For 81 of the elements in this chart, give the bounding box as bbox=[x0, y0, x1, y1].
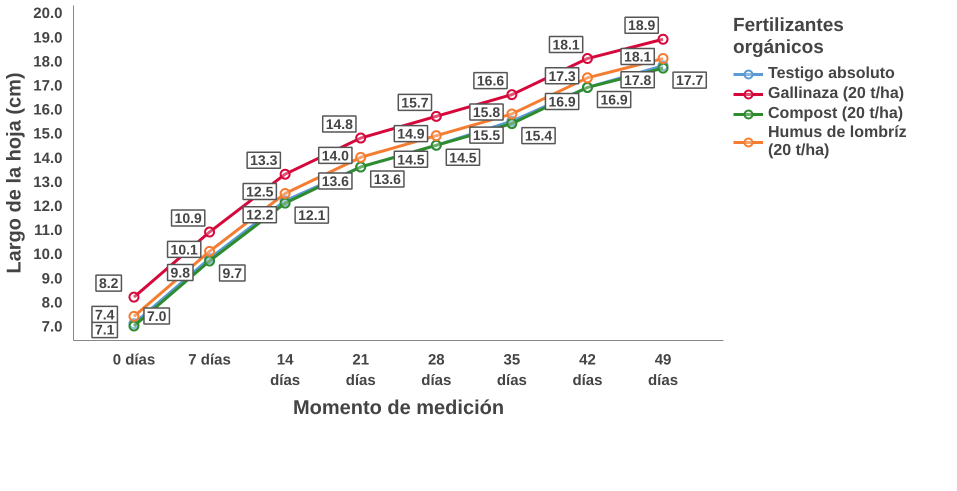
y-tick-label: 12.0 bbox=[33, 198, 63, 216]
x-tick-label: 7 días bbox=[188, 352, 231, 368]
y-tick-label: 17.0 bbox=[33, 78, 63, 95]
data-label: 18.1 bbox=[624, 48, 652, 65]
data-label: 12.5 bbox=[246, 183, 274, 200]
legend-label: Humus de lombríz (20 t/ha) bbox=[768, 124, 907, 160]
data-label: 18.9 bbox=[628, 17, 656, 34]
data-label: 12.1 bbox=[298, 207, 326, 224]
point bbox=[355, 152, 366, 163]
point bbox=[582, 53, 593, 64]
y-tick-label: 10.0 bbox=[33, 246, 63, 264]
point bbox=[658, 62, 669, 74]
data-label: 14.5 bbox=[397, 151, 425, 168]
y-tick-label: 14.0 bbox=[33, 150, 63, 167]
legend-label: Testigo absoluto bbox=[768, 65, 895, 83]
data-label: 7.1 bbox=[94, 322, 115, 338]
data-label: 7.0 bbox=[146, 308, 167, 324]
data-label: 17.3 bbox=[548, 68, 576, 84]
data-label: 18.1 bbox=[552, 36, 580, 53]
x-tick-label: 42 días bbox=[572, 352, 602, 389]
point bbox=[658, 53, 669, 64]
data-label: 8.2 bbox=[98, 275, 119, 292]
data-label: 7.4 bbox=[94, 306, 115, 322]
legend-title: Fertilizantes orgánicos bbox=[733, 15, 845, 59]
point bbox=[280, 188, 291, 199]
point bbox=[280, 168, 291, 180]
point bbox=[430, 130, 442, 142]
x-tick-label: 49 días bbox=[648, 352, 678, 389]
data-label: 10.1 bbox=[170, 241, 198, 258]
data-label: 14.0 bbox=[322, 147, 350, 164]
x-tick-label: 28 días bbox=[421, 352, 452, 389]
legend-label: Compost (20 t/ha) bbox=[768, 105, 904, 123]
x-tick-label: 21 días bbox=[346, 352, 376, 389]
y-tick-label: 20.0 bbox=[33, 5, 63, 22]
point bbox=[506, 118, 518, 130]
point bbox=[128, 320, 140, 332]
y-tick-label: 16.0 bbox=[33, 102, 63, 119]
x-tick-label: 0 días bbox=[112, 352, 156, 368]
data-label: 14.8 bbox=[326, 116, 354, 132]
y-axis-title: Largo de la hoja (cm) bbox=[3, 72, 26, 274]
y-tick-label: 9.0 bbox=[42, 270, 63, 288]
point bbox=[280, 198, 291, 209]
point bbox=[204, 226, 216, 238]
y-tick-label: 8.0 bbox=[42, 294, 63, 312]
point bbox=[582, 72, 593, 84]
x-tick-label: 35 días bbox=[496, 352, 527, 389]
data-label: 9.7 bbox=[222, 264, 242, 281]
data-label: 9.8 bbox=[170, 264, 190, 281]
data-label: 13.6 bbox=[374, 170, 402, 187]
data-label: 13.3 bbox=[250, 152, 278, 168]
x-tick-label: 14 días bbox=[270, 352, 300, 389]
y-tick-label: 7.0 bbox=[42, 318, 63, 336]
point bbox=[204, 246, 216, 257]
data-label: 15.8 bbox=[472, 104, 500, 120]
legend-label: Gallinaza (20 t/ha) bbox=[768, 85, 904, 103]
point bbox=[430, 110, 442, 122]
data-label: 16.6 bbox=[476, 72, 504, 89]
y-tick-label: 11.0 bbox=[34, 222, 63, 240]
point bbox=[128, 292, 140, 303]
data-label: 16.9 bbox=[548, 93, 576, 110]
data-label: 14.5 bbox=[449, 149, 477, 166]
x-axis-title: Momento de medición bbox=[292, 396, 504, 419]
data-label: 10.9 bbox=[174, 210, 202, 226]
y-tick-label: 13.0 bbox=[33, 174, 63, 191]
y-tick-label: 19.0 bbox=[33, 29, 63, 46]
data-label: 15.5 bbox=[472, 127, 500, 144]
point bbox=[128, 310, 140, 322]
data-label: 15.4 bbox=[524, 128, 552, 144]
data-label: 17.8 bbox=[624, 72, 652, 88]
point bbox=[658, 34, 669, 45]
data-label: 12.2 bbox=[246, 206, 274, 223]
data-label: 14.9 bbox=[397, 126, 425, 142]
point bbox=[506, 89, 518, 100]
data-label: 15.7 bbox=[401, 94, 429, 110]
data-label: 13.6 bbox=[322, 172, 350, 189]
point bbox=[355, 132, 366, 144]
y-tick-label: 18.0 bbox=[33, 53, 63, 70]
y-tick-label: 15.0 bbox=[33, 126, 63, 143]
data-label: 16.9 bbox=[600, 91, 628, 108]
point bbox=[506, 108, 518, 120]
data-label: 17.7 bbox=[676, 72, 704, 88]
